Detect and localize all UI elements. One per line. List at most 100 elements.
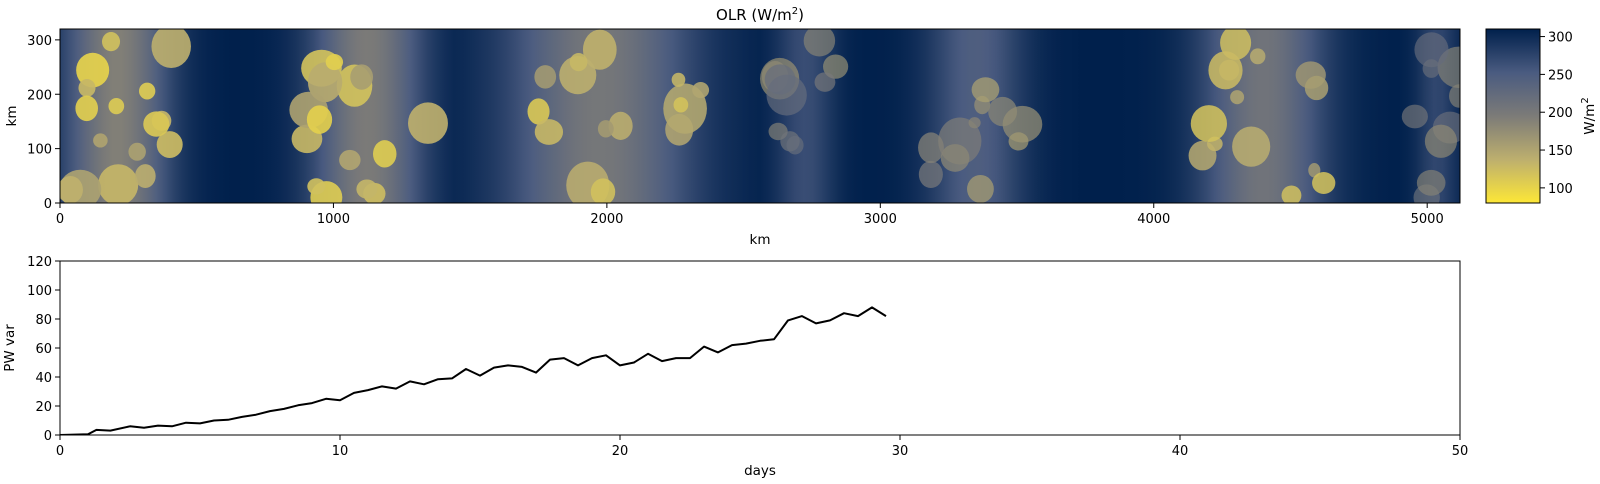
- convective-cell: [803, 29, 836, 57]
- y-tick-label: 40: [35, 371, 52, 386]
- convective-cell: [1281, 185, 1302, 203]
- colorbar-tick-label: 150: [1548, 144, 1573, 159]
- heatmap-x-label: km: [750, 232, 771, 248]
- heatmap-area: [60, 29, 1460, 203]
- heatmap-y-ticks: 0 100 200 300: [27, 34, 60, 212]
- colorbar-tick-label: 100: [1548, 182, 1573, 197]
- y-tick-label: 0: [44, 429, 52, 444]
- convective-cell: [101, 32, 121, 52]
- convective-cell: [1232, 126, 1271, 167]
- colorbar-frame: [1485, 28, 1541, 204]
- convective-cell: [940, 144, 970, 172]
- x-tick-label: 10: [332, 444, 349, 459]
- convective-cell: [1422, 59, 1441, 78]
- y-tick-label: 20: [35, 400, 52, 415]
- convective-cell: [75, 95, 98, 122]
- y-tick-label: 80: [35, 313, 52, 328]
- convective-cell: [918, 160, 943, 189]
- convective-cell: [372, 140, 397, 168]
- y-tick-label: 300: [27, 34, 52, 49]
- convective-cell: [1208, 51, 1243, 90]
- y-tick-label: 0: [44, 197, 52, 212]
- x-tick-label: 4000: [1137, 212, 1170, 227]
- series-line-pw-var: [60, 306, 887, 435]
- convective-cell: [1424, 124, 1458, 158]
- convective-cell: [151, 29, 191, 68]
- convective-cell: [590, 178, 616, 203]
- convective-cell: [78, 79, 96, 97]
- x-tick-label: 2000: [590, 212, 623, 227]
- convective-cell: [559, 55, 597, 95]
- convective-cell: [339, 149, 361, 171]
- colorbar-tick-label: 250: [1548, 68, 1573, 83]
- convective-cell: [597, 120, 614, 138]
- heatmap-x-ticks: 0 1000 2000 3000 4000 5000: [56, 203, 1444, 227]
- convective-cell: [156, 131, 183, 158]
- convective-cell: [325, 54, 344, 71]
- convective-cell: [534, 65, 557, 89]
- convective-cell: [98, 164, 139, 203]
- convective-cell: [307, 178, 326, 195]
- convective-cell: [967, 174, 994, 203]
- convective-cell: [968, 117, 981, 129]
- y-tick-label: 120: [27, 255, 52, 270]
- convective-cell: [138, 82, 156, 100]
- colorbar: [1486, 29, 1540, 203]
- convective-cell: [608, 111, 633, 140]
- x-tick-label: 30: [892, 444, 909, 459]
- convective-cell: [1230, 90, 1245, 105]
- convective-cell: [350, 64, 374, 90]
- convective-cell: [582, 29, 617, 70]
- heatmap-background: [60, 29, 1460, 203]
- convective-cell: [692, 82, 710, 99]
- convective-cell: [764, 64, 796, 95]
- convective-cell: [306, 105, 333, 134]
- convective-cell: [93, 133, 108, 148]
- convective-cell: [673, 97, 689, 113]
- convective-cell: [1449, 84, 1460, 108]
- convective-cell: [108, 97, 125, 115]
- convective-cell: [60, 176, 83, 203]
- convective-cell: [1304, 75, 1329, 101]
- convective-cell: [356, 179, 378, 199]
- y-tick-label: 100: [27, 284, 52, 299]
- convective-cell: [128, 142, 146, 161]
- y-tick-label: 60: [35, 342, 52, 357]
- convective-cell: [143, 111, 170, 137]
- convective-cell: [527, 98, 550, 125]
- heatmap-frame: [59, 28, 1461, 204]
- x-tick-label: 5000: [1411, 212, 1444, 227]
- colorbar-ticks: 100 150 200 250 300: [1540, 31, 1573, 197]
- x-tick-label: 0: [56, 212, 64, 227]
- x-tick-label: 1000: [317, 212, 350, 227]
- convective-cell: [823, 54, 849, 79]
- x-tick-label: 3000: [864, 212, 897, 227]
- convective-cell: [1416, 169, 1446, 196]
- convective-cell: [1401, 104, 1428, 129]
- convective-cell: [918, 132, 944, 164]
- convective-cell: [1008, 132, 1029, 151]
- colorbar-tick-label: 300: [1548, 31, 1573, 46]
- y-tick-label: 200: [27, 88, 52, 103]
- convective-cell: [307, 62, 343, 103]
- heatmap-cells: [60, 29, 1460, 203]
- x-tick-label: 20: [612, 444, 629, 459]
- convective-cell: [408, 102, 448, 144]
- colorbar-label: W/m2: [1580, 97, 1598, 134]
- convective-cell: [1190, 105, 1227, 143]
- x-tick-label: 50: [1452, 444, 1469, 459]
- line-y-ticks: 0 20 40 60 80 100 120: [27, 255, 60, 444]
- convective-cell: [971, 77, 1000, 103]
- x-tick-label: 40: [1172, 444, 1189, 459]
- convective-cell: [534, 119, 564, 145]
- convective-cell: [1250, 48, 1266, 65]
- convective-cell: [76, 52, 110, 88]
- heatmap-y-label: km: [4, 106, 20, 127]
- x-tick-label: 0: [56, 444, 64, 459]
- convective-cell: [1312, 172, 1336, 194]
- line-plot-background: [60, 261, 1460, 435]
- line-y-label: PW var: [2, 324, 18, 372]
- convective-cell: [569, 53, 588, 72]
